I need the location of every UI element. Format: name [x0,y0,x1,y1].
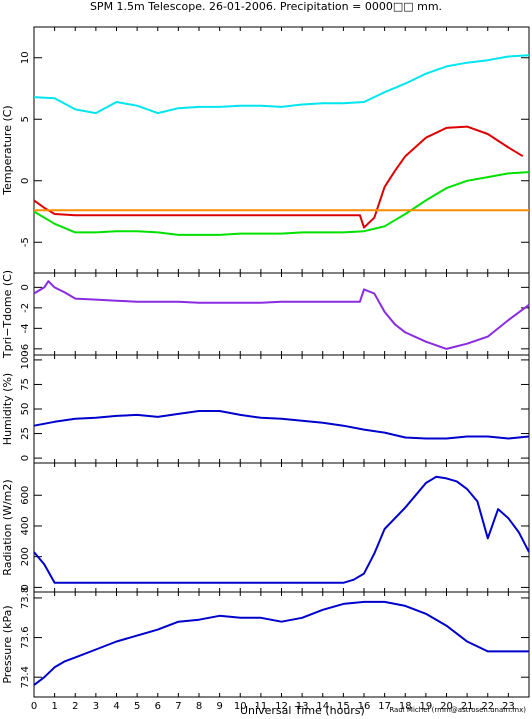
panel-frame-radiation [33,462,530,593]
credit-text: Raul Michel (rmm@astrosen.unam.mx) [389,706,526,714]
y-tick-label: 73.6 [20,626,31,648]
x-tick-label: 20 [440,701,453,712]
x-tick-label: 6 [155,701,161,712]
x-tick-label: 15 [337,701,350,712]
y-tick-label: 25 [20,427,31,440]
x-tick-label: 19 [420,701,433,712]
series-line-radiation-blue [33,475,530,584]
x-tick-label: 12 [275,701,288,712]
x-tick-label: 22 [481,701,494,712]
x-tick-label: 0 [31,701,37,712]
x-tick-label: 9 [216,701,222,712]
y-axis-label-temperature: Temperature (C) [1,105,14,195]
y-tick-label: 0 [20,455,31,461]
x-tick-label: 4 [113,701,119,712]
y-tick-label: 400 [20,516,31,535]
y-tick-label: 10 [20,51,31,64]
y-tick-label: 0 [20,584,31,590]
panel-frame-tpri-tdome [33,272,530,356]
y-tick-label: -2 [20,303,31,313]
x-tick-label: 8 [196,701,202,712]
y-tick-label: 5 [20,116,31,122]
x-tick-label: 3 [93,701,99,712]
series-line-tpri-tdome-purple [33,280,530,350]
series-line-temperature-green [33,171,530,236]
y-tick-label: 100 [20,350,31,369]
x-tick-label: 2 [72,701,78,712]
y-axis-label-radiation: Radiation (W/m2) [1,479,14,575]
x-tick-label: 1 [51,701,57,712]
y-tick-label: 0 [20,178,31,184]
series-line-pressure-blue [33,600,529,686]
x-tick-label: 14 [316,701,329,712]
y-tick-label: 50 [20,403,31,416]
y-axis-label-pressure: Pressure (kPa) [1,605,14,683]
y-tick-label: 75 [20,378,31,391]
y-tick-label: -4 [20,323,31,333]
y-tick-label: 600 [20,486,31,505]
y-tick-label: 73.8 [20,587,31,609]
series-line-humidity-blue [33,410,530,440]
x-tick-label: 13 [296,701,309,712]
y-axis-label-humidity: Humidity (%) [1,373,14,445]
x-tick-label: 16 [358,701,371,712]
x-tick-label: 7 [175,701,181,712]
x-tick-label: 11 [255,701,268,712]
y-tick-label: -5 [20,237,31,247]
x-tick-label: 18 [399,701,412,712]
y-tick-label: 73.4 [20,666,31,688]
panel-frame-temperature [33,26,530,274]
y-tick-label: 0 [20,284,31,290]
y-tick-label: 200 [20,547,31,566]
series-line-temperature-cyan [33,54,530,115]
x-tick-label: 10 [234,701,247,712]
chart-title: SPM 1.5m Telescope. 26-01-2006. Precipit… [89,0,443,13]
panel-frame-humidity [33,354,530,464]
y-axis-label-tpri-tdome: Tpri−Tdome (C) [1,270,14,359]
x-tick-label: 17 [378,701,391,712]
x-axis-label: Universal Time (hours) [240,704,365,717]
y-tick-label: -6 [20,344,31,354]
x-tick-label: 23 [502,701,515,712]
x-tick-label: 21 [461,701,474,712]
x-tick-label: 5 [134,701,140,712]
series-line-temperature-red [33,125,524,229]
